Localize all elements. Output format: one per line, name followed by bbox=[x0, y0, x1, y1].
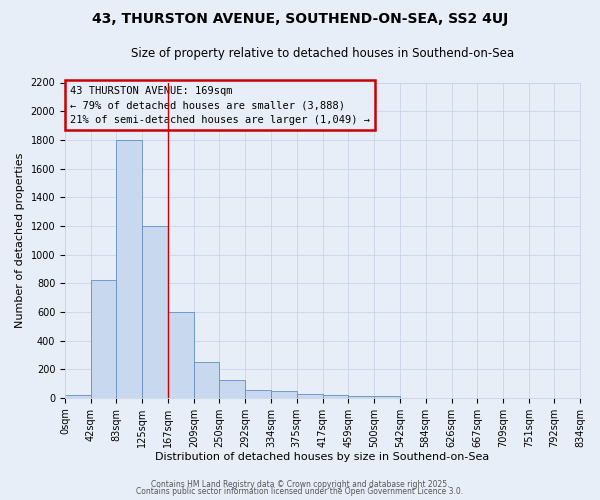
Text: Contains public sector information licensed under the Open Government Licence 3.: Contains public sector information licen… bbox=[136, 487, 464, 496]
Bar bbox=[142, 226, 168, 398]
Y-axis label: Number of detached properties: Number of detached properties bbox=[15, 152, 25, 328]
Bar bbox=[194, 362, 220, 398]
Bar bbox=[91, 280, 116, 398]
Bar bbox=[349, 396, 374, 398]
Bar bbox=[65, 395, 91, 398]
Bar bbox=[271, 392, 296, 398]
Bar bbox=[323, 395, 349, 398]
Bar bbox=[220, 380, 245, 398]
X-axis label: Distribution of detached houses by size in Southend-on-Sea: Distribution of detached houses by size … bbox=[155, 452, 490, 462]
Bar bbox=[296, 394, 323, 398]
Title: Size of property relative to detached houses in Southend-on-Sea: Size of property relative to detached ho… bbox=[131, 48, 514, 60]
Text: Contains HM Land Registry data © Crown copyright and database right 2025.: Contains HM Land Registry data © Crown c… bbox=[151, 480, 449, 489]
Text: 43 THURSTON AVENUE: 169sqm
← 79% of detached houses are smaller (3,888)
21% of s: 43 THURSTON AVENUE: 169sqm ← 79% of deta… bbox=[70, 86, 370, 126]
Bar bbox=[116, 140, 142, 398]
Text: 43, THURSTON AVENUE, SOUTHEND-ON-SEA, SS2 4UJ: 43, THURSTON AVENUE, SOUTHEND-ON-SEA, SS… bbox=[92, 12, 508, 26]
Bar bbox=[245, 390, 271, 398]
Bar bbox=[168, 312, 194, 398]
Bar bbox=[374, 396, 400, 398]
